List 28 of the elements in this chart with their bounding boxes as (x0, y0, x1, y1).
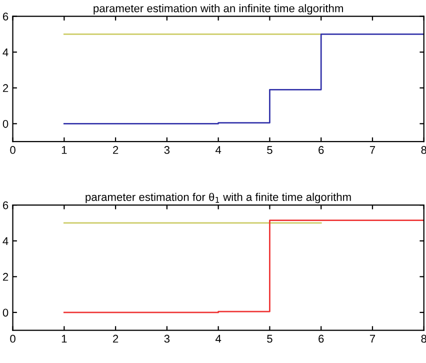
x-tick-label: 5 (267, 146, 272, 154)
y-tick-label: 4 (2, 48, 8, 56)
x-tick-label: 1 (62, 334, 67, 343)
chart-title: parameter estimation for θ$_{1}$ with a finite time algorithm (86, 192, 351, 204)
x-tick-label: 6 (318, 334, 324, 343)
x-tick-label: 7 (370, 146, 376, 154)
x-tick-label: 3 (164, 334, 170, 343)
x-tick-label: 8 (421, 146, 426, 154)
x-tick-label: 8 (421, 334, 426, 343)
x-tick-label: 0 (10, 334, 16, 343)
x-tick-label: 0 (10, 146, 16, 154)
y-tick-label: 2 (2, 272, 8, 281)
x-tick-label: 1 (62, 146, 67, 154)
chart-title: parameter estimation with an infinite time algorithm (94, 4, 343, 14)
y-tick-label: 6 (3, 201, 8, 210)
y-tick-label: 0 (2, 120, 8, 128)
x-tick-label: 2 (113, 334, 118, 343)
x-tick-label: 6 (318, 146, 324, 154)
y-tick-label: 0 (2, 308, 8, 317)
x-tick-label: 3 (164, 146, 170, 154)
x-tick-label: 5 (267, 334, 272, 343)
y-tick-label: 2 (2, 84, 8, 92)
x-tick-label: 7 (370, 334, 376, 343)
y-tick-label: 6 (3, 12, 8, 20)
x-tick-label: 2 (113, 146, 118, 154)
y-tick-label: 4 (2, 237, 8, 245)
x-tick-label: 4 (215, 334, 222, 343)
x-tick-label: 4 (215, 146, 222, 154)
